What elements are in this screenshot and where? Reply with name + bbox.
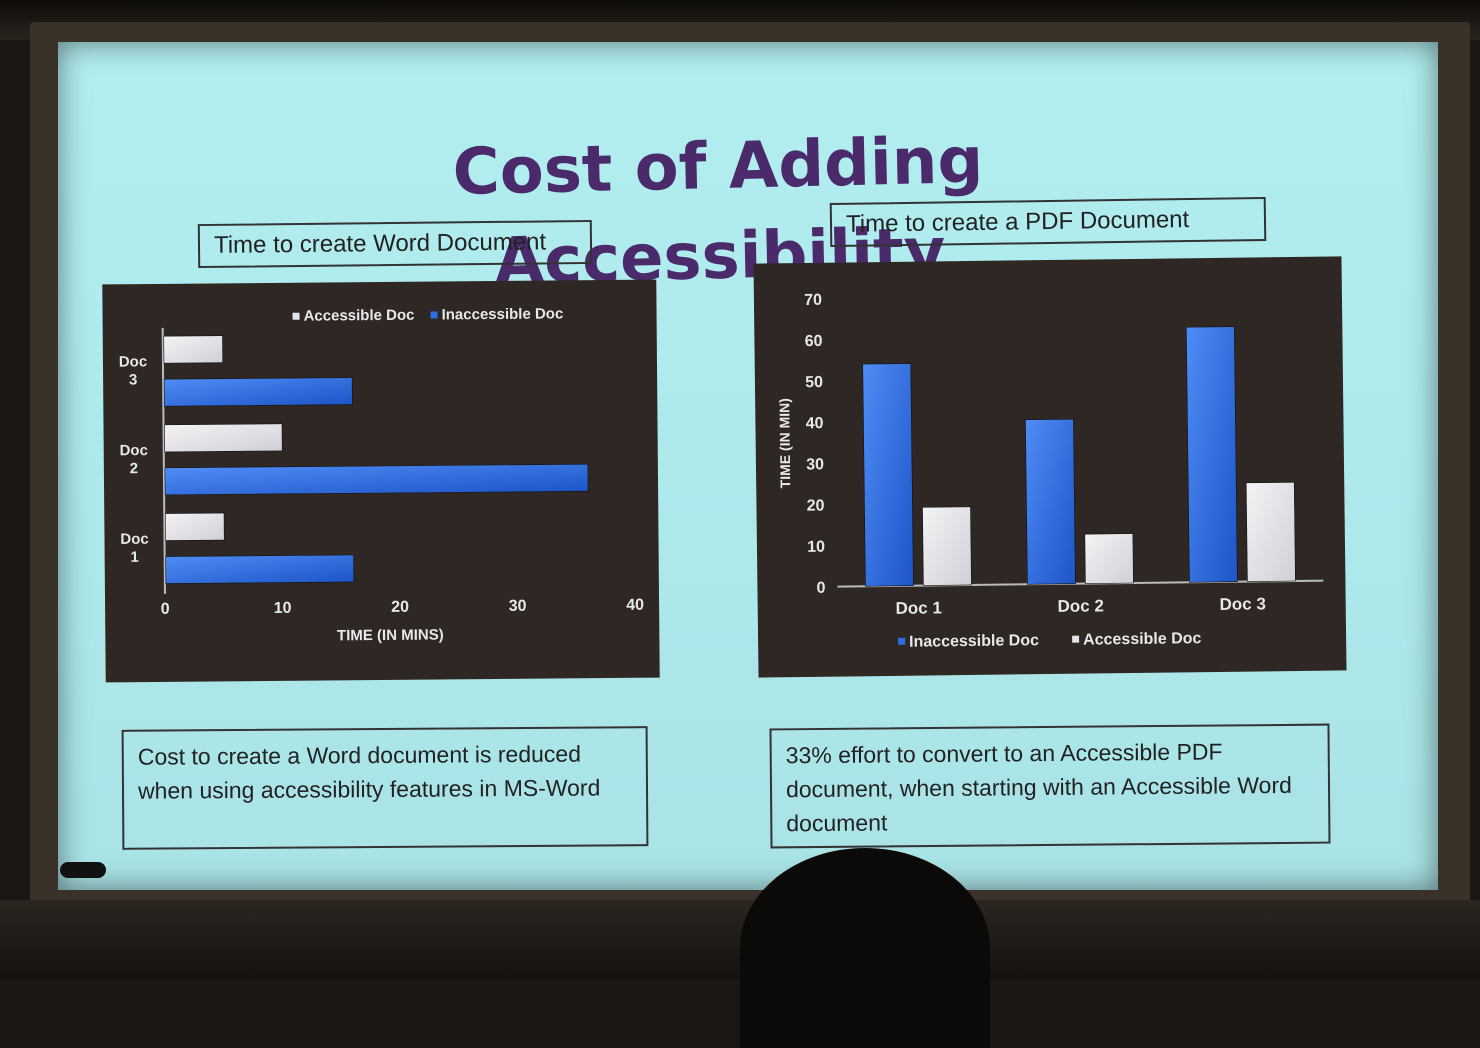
presentation-slide: Cost of Adding Accessibility Time to cre… — [58, 42, 1438, 890]
pdf-y-axis-label: TIME (IN MIN) — [776, 398, 793, 488]
pdf-x-axis-line — [837, 579, 1324, 588]
word-category-label: 3 — [129, 371, 137, 388]
word-x-tick-label: 30 — [509, 598, 527, 615]
word-x-tick-label: 20 — [391, 599, 409, 616]
pdf-y-tick-label: 60 — [805, 333, 823, 350]
word-chart: 0 10 20 30 40 TIME (IN MINS) Doc 1 Doc 2 Doc 3 Acces… — [102, 279, 660, 683]
pdf-chart-svg: 0 10 20 30 40 50 60 70 TIME (IN MIN) Doc 1 Doc 2 Do… — [776, 292, 1324, 651]
pdf-y-tick-label: 40 — [806, 415, 824, 432]
pdf-chart: 0 10 20 30 40 50 60 70 TIME (IN MIN) Doc 1 Doc 2 Do… — [753, 256, 1347, 678]
word-category-label: Doc — [120, 531, 148, 548]
pdf-legend-label: Accessible Doc — [1083, 630, 1202, 648]
word-legend-label: Inaccessible Doc — [441, 305, 563, 323]
pdf-y-tick-label: 50 — [805, 374, 823, 391]
word-legend-label: Accessible Doc — [303, 307, 414, 325]
word-category-label: Doc — [119, 353, 147, 370]
word-bar-inaccessible — [164, 463, 589, 496]
pdf-category-label: Doc 3 — [1219, 594, 1266, 614]
word-category-label: Doc — [119, 442, 147, 459]
word-y-axis-line — [161, 327, 166, 594]
pdf-bar-inaccessible — [862, 363, 914, 587]
pdf-y-tick-label: 20 — [807, 497, 825, 514]
laser-pointer-mark — [60, 862, 106, 878]
word-x-tick-label: 10 — [274, 600, 292, 617]
word-bar-accessible — [164, 423, 283, 453]
word-category-label: 1 — [130, 549, 138, 566]
pdf-bar-accessible — [922, 506, 972, 586]
word-bar-inaccessible — [165, 554, 355, 584]
pdf-legend-swatch — [1072, 635, 1080, 643]
pdf-note: 33% effort to convert to an Accessible P… — [769, 723, 1331, 849]
pdf-y-tick-label: 10 — [807, 539, 825, 556]
pdf-bar-accessible — [1084, 533, 1134, 584]
word-x-tick-label: 40 — [626, 597, 644, 614]
pdf-y-tick-label: 0 — [816, 580, 825, 597]
word-legend-swatch — [430, 311, 438, 319]
word-legend-swatch — [292, 312, 300, 320]
word-chart-title: Time to create Word Document — [197, 219, 593, 269]
word-category-label: 2 — [130, 460, 138, 477]
word-x-axis-label: TIME (IN MINS) — [337, 626, 444, 644]
pdf-category-label: Doc 1 — [895, 598, 942, 618]
audience-silhouette — [740, 848, 990, 1048]
pdf-bar-accessible — [1245, 481, 1296, 582]
pdf-bar-inaccessible — [1025, 418, 1076, 585]
word-bar-inaccessible — [163, 377, 353, 407]
pdf-legend-label: Inaccessible Doc — [909, 632, 1039, 651]
word-bar-accessible — [163, 335, 224, 364]
pdf-legend-swatch — [898, 637, 906, 645]
pdf-bar-inaccessible — [1185, 326, 1238, 583]
word-bar-accessible — [164, 512, 225, 541]
pdf-chart-title: Time to create a PDF Document — [829, 196, 1267, 248]
word-x-tick-label: 0 — [161, 601, 170, 618]
pdf-y-tick-label: 30 — [806, 456, 824, 473]
word-note: Cost to create a Word document is reduce… — [121, 726, 649, 850]
pdf-category-label: Doc 2 — [1057, 596, 1104, 616]
pdf-y-tick-label: 70 — [804, 292, 822, 309]
